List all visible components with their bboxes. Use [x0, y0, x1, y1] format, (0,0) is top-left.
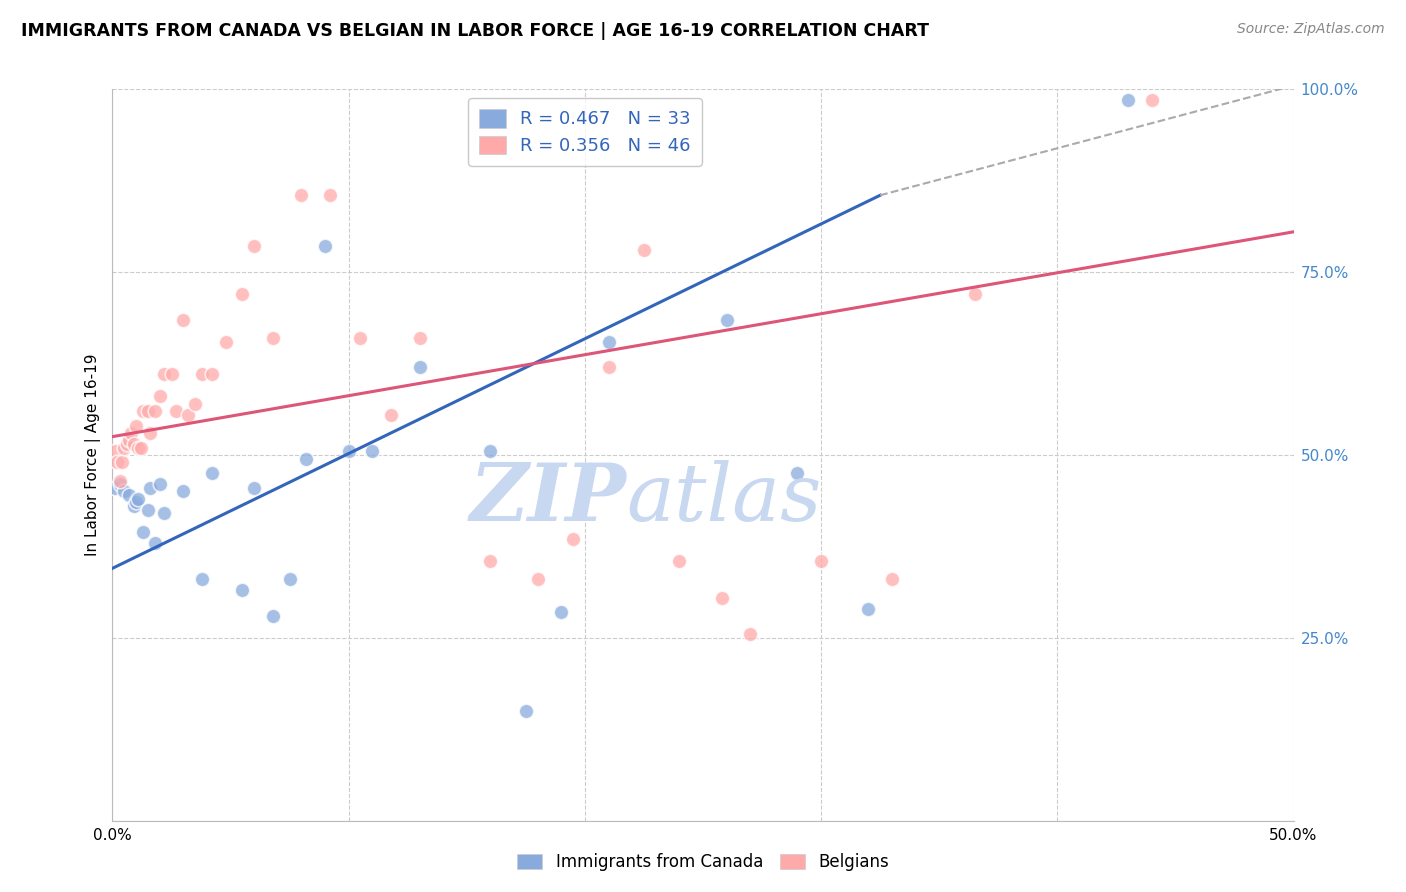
Point: [127, 491, 149, 506]
Point: [598, 334, 620, 349]
Point: [1140, 93, 1163, 107]
Legend: Immigrants from Canada, Belgians: Immigrants from Canada, Belgians: [510, 847, 896, 878]
Point: [165, 404, 187, 418]
Point: [786, 466, 808, 480]
Point: [479, 444, 502, 458]
Point: [153, 368, 176, 382]
Point: [160, 368, 183, 382]
Point: [231, 287, 253, 301]
Point: [139, 481, 162, 495]
Point: [740, 627, 762, 641]
Point: [319, 188, 342, 202]
Point: [479, 554, 502, 568]
Point: [122, 499, 145, 513]
Point: [880, 572, 903, 586]
Y-axis label: In Labor Force | Age 16-19: In Labor Force | Age 16-19: [86, 353, 101, 557]
Point: [129, 441, 152, 455]
Point: [127, 441, 149, 455]
Point: [526, 572, 548, 586]
Point: [562, 532, 585, 546]
Point: [215, 334, 238, 349]
Point: [149, 477, 172, 491]
Point: [1116, 93, 1139, 107]
Text: atlas: atlas: [626, 460, 821, 538]
Point: [132, 524, 155, 539]
Point: [858, 601, 880, 615]
Point: [515, 704, 537, 718]
Point: [231, 583, 253, 598]
Text: IMMIGRANTS FROM CANADA VS BELGIAN IN LABOR FORCE | AGE 16-19 CORRELATION CHART: IMMIGRANTS FROM CANADA VS BELGIAN IN LAB…: [21, 22, 929, 40]
Point: [172, 484, 194, 499]
Point: [125, 495, 148, 509]
Point: [201, 466, 224, 480]
Point: [191, 368, 214, 382]
Point: [716, 312, 738, 326]
Point: [963, 287, 986, 301]
Point: [118, 488, 141, 502]
Point: [139, 425, 162, 440]
Point: [262, 608, 284, 623]
Text: ZIP: ZIP: [470, 460, 626, 538]
Point: [104, 444, 127, 458]
Point: [598, 360, 620, 375]
Point: [337, 444, 360, 458]
Point: [243, 239, 266, 253]
Point: [105, 455, 128, 469]
Point: [177, 408, 200, 422]
Point: [112, 441, 135, 455]
Point: [120, 425, 142, 440]
Point: [143, 535, 166, 549]
Point: [295, 451, 318, 466]
Point: [810, 554, 832, 568]
Point: [125, 418, 148, 433]
Point: [108, 477, 131, 491]
Point: [111, 455, 134, 469]
Point: [408, 360, 430, 375]
Point: [243, 481, 266, 495]
Point: [184, 397, 207, 411]
Point: [153, 507, 176, 521]
Point: [118, 434, 141, 448]
Point: [380, 408, 402, 422]
Point: [633, 243, 655, 257]
Point: [361, 444, 384, 458]
Point: [104, 481, 127, 495]
Point: [136, 503, 159, 517]
Point: [149, 389, 172, 403]
Point: [408, 331, 430, 345]
Point: [115, 437, 138, 451]
Point: [550, 605, 572, 619]
Point: [172, 312, 194, 326]
Point: [710, 591, 733, 605]
Point: [278, 572, 301, 586]
Text: Source: ZipAtlas.com: Source: ZipAtlas.com: [1237, 22, 1385, 37]
Point: [122, 437, 145, 451]
Point: [191, 572, 214, 586]
Point: [668, 554, 690, 568]
Point: [132, 404, 155, 418]
Point: [290, 188, 312, 202]
Point: [262, 331, 284, 345]
Point: [112, 484, 135, 499]
Point: [143, 404, 166, 418]
Point: [349, 331, 371, 345]
Point: [108, 474, 131, 488]
Point: [201, 368, 224, 382]
Point: [314, 239, 336, 253]
Point: [136, 404, 159, 418]
